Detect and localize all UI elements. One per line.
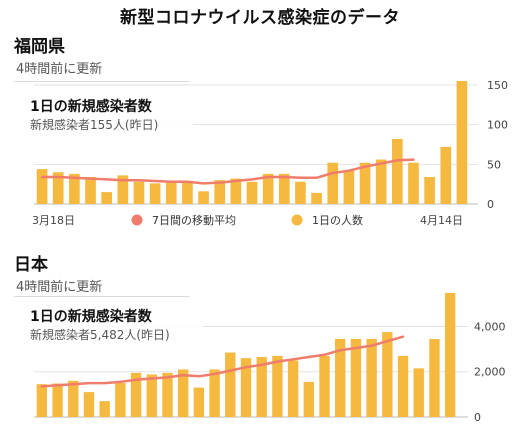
bar <box>83 392 95 417</box>
bar <box>68 380 79 417</box>
bar <box>408 162 419 204</box>
bar <box>165 181 177 204</box>
y-tick-label: 2,000 <box>474 366 506 379</box>
updated-label: 4時間前に更新 <box>16 280 103 295</box>
bar <box>392 138 403 204</box>
legend-label: 7日間の移動平均 <box>152 213 236 227</box>
bar <box>429 338 440 417</box>
bar <box>225 352 236 417</box>
bar <box>278 173 290 204</box>
overlay-title: 1日の新規感染者数 <box>30 308 153 325</box>
bar <box>444 292 456 417</box>
overlay-subtitle: 新規感染者155人(昨日) <box>30 117 158 132</box>
bar <box>101 192 112 204</box>
bar <box>397 355 409 417</box>
bar <box>209 369 220 417</box>
fukuoka-panel: 福岡県 4時間前に更新 0 50 100 150 1日の新規感染者数 新規感染者155人(… <box>14 37 508 227</box>
bar <box>287 360 299 417</box>
bar <box>182 181 193 204</box>
region-title: 日本 <box>14 255 48 275</box>
bar <box>162 372 173 417</box>
y-tick-label: 0 <box>487 198 494 211</box>
bar <box>146 374 157 417</box>
bar <box>246 181 258 204</box>
y-tick-label: 4,000 <box>474 320 506 333</box>
moving-average-line <box>40 335 405 388</box>
bar <box>130 372 142 417</box>
bar <box>366 338 377 417</box>
bar <box>36 169 48 204</box>
overlay-subtitle: 新規感染者5,482人(昨日) <box>30 327 170 342</box>
overlay-title: 1日の新規感染者数 <box>30 98 153 115</box>
bar <box>413 368 424 417</box>
bar <box>99 401 110 417</box>
bar <box>350 338 362 417</box>
divider <box>14 296 190 297</box>
bar <box>424 177 435 204</box>
bar <box>52 172 64 204</box>
bar <box>149 183 161 204</box>
bar <box>319 355 330 417</box>
x-tick-label: 4月14日 <box>420 214 463 227</box>
overlay-box <box>28 302 203 344</box>
bar <box>117 175 129 204</box>
bar <box>214 180 226 204</box>
japan-panel: 日本 4時間前に更新 0 2,000 4,000 1日の新規感染者数新規感染者5,48… <box>0 240 520 425</box>
bar <box>69 173 80 204</box>
bar <box>198 191 209 204</box>
bar <box>193 387 205 417</box>
y-tick-label: 100 <box>487 119 508 132</box>
bar <box>85 177 96 204</box>
bar <box>36 384 48 417</box>
updated-label: 4時間前に更新 <box>16 62 103 77</box>
page-title: 新型コロナウイルス感染症のデータ <box>120 8 400 28</box>
bar <box>272 355 283 417</box>
overlay-box <box>28 92 193 134</box>
bar <box>456 80 468 204</box>
divider <box>14 81 190 82</box>
bar <box>295 181 306 204</box>
x-tick-label: 3月18日 <box>32 214 75 227</box>
bar <box>327 162 339 204</box>
y-tick-label: 0 <box>474 411 481 424</box>
bar <box>440 146 452 204</box>
bar <box>382 332 393 417</box>
legend-marker <box>291 214 303 226</box>
bar <box>133 181 145 204</box>
bar <box>343 170 355 204</box>
bar <box>230 178 242 204</box>
bar <box>303 381 314 417</box>
bar <box>375 159 387 204</box>
bar <box>311 192 322 204</box>
bar <box>178 369 189 417</box>
bar <box>262 173 274 204</box>
y-tick-label: 150 <box>487 79 508 92</box>
bar <box>115 383 126 417</box>
bar <box>256 357 267 417</box>
moving-average-line <box>40 158 415 185</box>
bar <box>240 358 252 417</box>
bar <box>359 162 371 204</box>
y-tick-label: 50 <box>487 158 501 171</box>
legend-marker <box>131 214 143 226</box>
bar <box>335 338 346 417</box>
legend-label: 1日の人数 <box>312 214 363 227</box>
bar <box>52 383 63 417</box>
region-title: 福岡県 <box>14 37 65 57</box>
